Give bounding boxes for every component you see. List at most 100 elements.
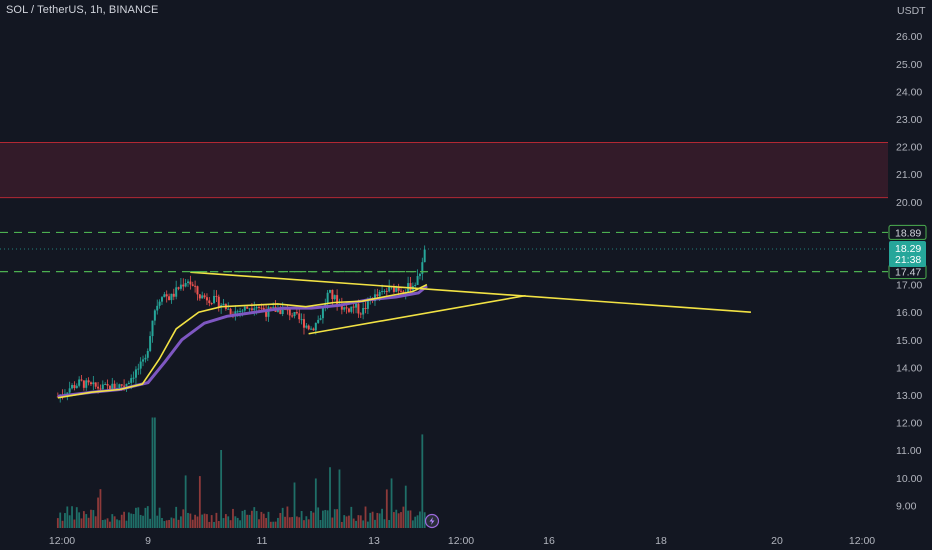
volume-bar-70 (222, 518, 225, 528)
volume-bar-61 (201, 514, 204, 528)
volume-bar-150 (411, 520, 414, 528)
candle-body-14 (89, 382, 92, 385)
volume-bar-89 (267, 511, 270, 528)
candle-body-143 (395, 287, 398, 292)
candle-body-29 (125, 384, 128, 386)
volume-bar-73 (229, 520, 232, 528)
candle-body-5 (68, 388, 71, 393)
last-price-value: 18.29 (895, 243, 921, 255)
volume-bar-1 (59, 512, 62, 528)
time-tick-label-4: 12:00 (448, 535, 474, 547)
volume-bar-63 (206, 514, 208, 528)
volume-bar-8 (75, 507, 78, 528)
candle-body-46 (165, 294, 168, 297)
price-tick-label-5: 21.00 (896, 169, 922, 181)
candle-body-126 (355, 303, 358, 308)
candle-body-112 (321, 307, 324, 319)
candle-body-53 (182, 284, 185, 287)
volume-bar-71 (224, 514, 227, 528)
candle-body-32 (132, 377, 135, 379)
candle-body-72 (227, 308, 230, 310)
time-tick-label-8: 12:00 (849, 535, 875, 547)
volume-bar-97 (286, 506, 289, 528)
volume-bar-64 (208, 521, 211, 528)
volume-bar-47 (168, 519, 170, 528)
candle-body-151 (414, 284, 417, 287)
volume-bar-53 (182, 509, 185, 528)
candle-body-82 (250, 308, 253, 311)
icon-layer (424, 513, 440, 529)
volume-bar-67 (215, 512, 218, 528)
last-price-countdown: 21:38 (895, 254, 921, 266)
candle-body-40 (151, 320, 154, 337)
candle-body-51 (177, 287, 180, 289)
volume-bar-118 (336, 509, 339, 528)
level-badge-label-1: 17.47 (895, 267, 921, 279)
volume-bar-43 (158, 507, 161, 528)
candle-body-7 (73, 385, 76, 389)
volume-bar-74 (232, 508, 234, 528)
last-price-badge (889, 240, 926, 267)
volume-bar-28 (123, 511, 126, 528)
volume-bar-11 (82, 511, 85, 528)
volume-bar-86 (260, 511, 263, 528)
candle-body-47 (168, 296, 171, 301)
volume-bar-69 (220, 450, 223, 528)
candle-body-149 (409, 283, 412, 291)
candle-body-62 (203, 295, 206, 298)
volume-bar-107 (310, 511, 312, 528)
candle-body-63 (205, 297, 208, 301)
volume-bar-148 (407, 510, 410, 528)
volume-bar-36 (142, 515, 144, 528)
candle-body-65 (210, 303, 213, 305)
candle-body-118 (336, 295, 339, 306)
candle-body-121 (343, 307, 346, 310)
time-tick-label-7: 20 (771, 535, 783, 547)
candle-body-95 (281, 308, 284, 315)
candle-body-155 (423, 249, 426, 263)
volume-bar-153 (419, 511, 421, 528)
volume-bar-6 (71, 506, 73, 528)
volume-bar-83 (253, 507, 256, 528)
candle-body-56 (189, 281, 192, 285)
candle-body-153 (418, 273, 421, 277)
candle-body-4 (66, 392, 69, 394)
volume-bar-12 (85, 514, 88, 528)
volume-bar-79 (243, 509, 246, 528)
volume-bar-55 (187, 512, 189, 528)
candle-body-140 (388, 286, 391, 292)
candle-body-17 (97, 386, 100, 389)
candle-body-31 (130, 378, 133, 383)
volume-bar-37 (144, 507, 147, 528)
volume-bar-75 (234, 516, 237, 528)
candle-body-50 (175, 287, 178, 297)
candle-body-27 (120, 384, 123, 386)
volume-bar-119 (338, 469, 341, 528)
ma-slow-line (57, 284, 428, 398)
volume-bar-126 (355, 520, 357, 528)
price-tick-label-15: 11.00 (896, 445, 922, 457)
candle-body-26 (118, 384, 121, 389)
candle-body-52 (179, 284, 182, 289)
candle-body-58 (194, 285, 197, 287)
candle-body-129 (362, 307, 365, 315)
candle-body-152 (416, 276, 419, 285)
volume-bar-152 (416, 515, 419, 528)
volume-bar-81 (248, 514, 251, 528)
volume-bar-72 (227, 516, 230, 528)
time-axis[interactable]: 12:00 9 11 13 12:00 16 18 20 12:00 (0, 530, 932, 550)
volume-bar-149 (409, 510, 412, 528)
symbol-title: SOL / TetherUS, 1h, BINANCE (6, 4, 159, 16)
volume-bar-66 (213, 521, 215, 528)
price-tick-label-13: 13.00 (896, 390, 922, 402)
volume-bar-109 (314, 478, 317, 528)
time-tick-label-5: 16 (543, 535, 555, 547)
volume-bar-136 (378, 513, 381, 528)
resistance-zone-layer (0, 141, 888, 199)
candle-body-80 (246, 306, 249, 309)
candle-body-81 (248, 308, 251, 310)
volume-bar-30 (127, 512, 130, 528)
time-tick-label-0: 12:00 (49, 535, 75, 547)
